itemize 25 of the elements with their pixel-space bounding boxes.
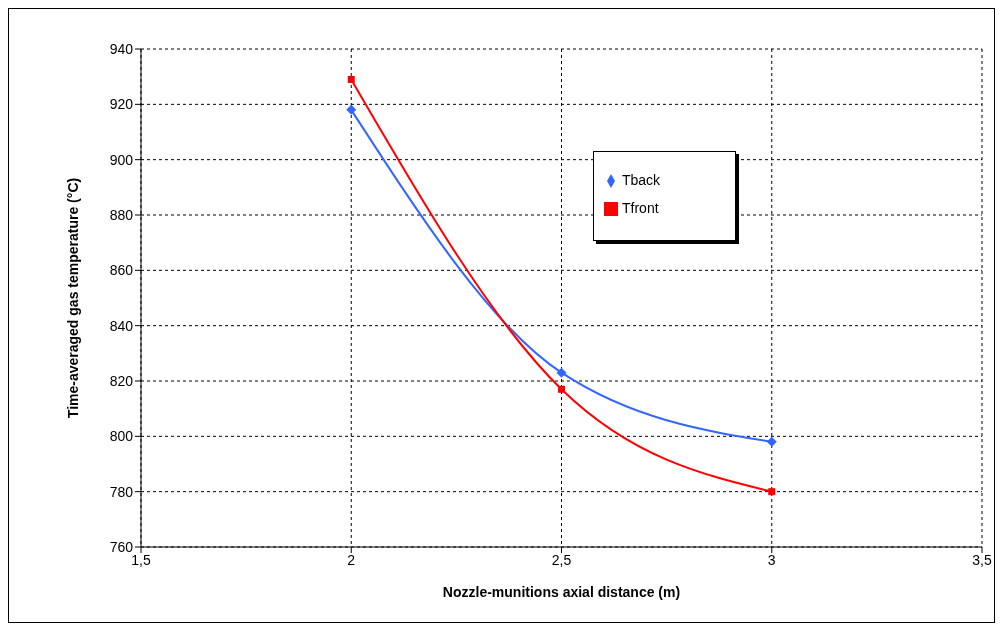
y-tick-label: 840 — [109, 317, 134, 334]
point — [346, 104, 357, 115]
y-tick-label: 940 — [109, 40, 134, 57]
y-tick-label: 860 — [109, 262, 134, 279]
y-tick-label: 820 — [109, 372, 134, 389]
x-tick-label: 2,5 — [551, 551, 572, 568]
y-tick-label: 780 — [109, 483, 134, 500]
y-tick-label: 880 — [109, 206, 134, 223]
point — [766, 436, 777, 447]
y-tick-label: 760 — [109, 538, 134, 555]
x-tick-label: 3,5 — [972, 551, 992, 568]
y-tick-label: 900 — [109, 151, 134, 168]
point — [768, 488, 776, 496]
x-tick-label: 1,5 — [131, 551, 151, 568]
point — [556, 367, 567, 378]
y-tick-label: 800 — [109, 428, 134, 445]
point — [347, 75, 355, 83]
x-axis-title: Nozzle-munitions axial distance (m) — [442, 584, 681, 600]
x-tick-label: 2 — [347, 551, 356, 568]
legend-label: Tback — [622, 172, 661, 188]
y-tick-label: 920 — [109, 96, 134, 113]
x-tick-label: 3 — [767, 551, 776, 568]
y-axis-title: Time-averaged gas temperature (°C) — [64, 177, 81, 419]
legend-label: Tfront — [622, 200, 659, 216]
point — [558, 385, 565, 393]
